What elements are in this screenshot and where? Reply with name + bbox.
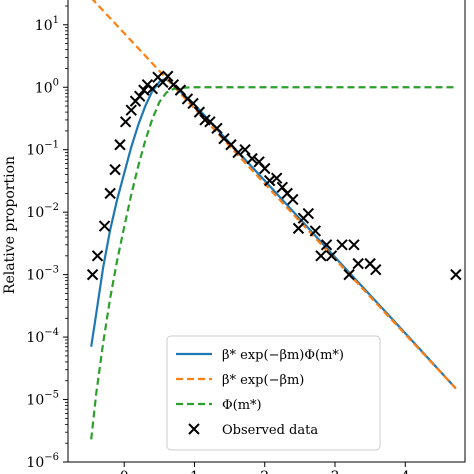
data-point (246, 152, 258, 165)
y-tick-label: 101 (35, 15, 59, 34)
y-tick-label: 10−2 (26, 202, 59, 221)
data-point (86, 268, 99, 281)
y-tick-label: 10−1 (26, 140, 59, 159)
data-point (450, 268, 462, 281)
data-point (315, 250, 327, 262)
data-point (125, 104, 137, 116)
data-point (259, 162, 271, 175)
data-point (114, 139, 126, 151)
data-point (309, 225, 322, 237)
legend-swatch (188, 423, 200, 435)
x-tick-label: 0 (120, 469, 129, 474)
y-axis-label: Relative proportion (2, 156, 18, 294)
data-point (292, 222, 305, 235)
x-axis-ticks: 0 1 2 3 4 (120, 462, 410, 474)
y-axis-ticks: 10−6 10−5 10−4 10−3 10−2 10−1 100 101 (26, 5, 68, 471)
data-point (287, 193, 299, 206)
data-point (270, 172, 283, 184)
data-point (187, 97, 199, 110)
data-point (211, 122, 223, 135)
plot-series (86, 0, 462, 440)
data-point (370, 263, 382, 276)
data-point (167, 78, 180, 91)
data-point (104, 187, 116, 200)
y-tick-label: 10−5 (26, 390, 59, 409)
data-point (146, 82, 159, 95)
x-tick-label: 3 (331, 469, 340, 474)
data-point (336, 239, 348, 251)
x-tick-label: 2 (260, 469, 269, 474)
data-point (325, 250, 338, 262)
legend-label: β* exp(−βm)Φ(m*) (222, 348, 344, 363)
data-point (174, 84, 187, 96)
x-tick-label: 4 (401, 469, 410, 474)
data-point (98, 220, 111, 232)
legend-label: Φ(m*) (222, 398, 262, 413)
series-line-2 (90, 86, 456, 440)
legend: β* exp(−βm)Φ(m*)β* exp(−βm)Φ(m*)Observed… (166, 335, 381, 451)
data-point (352, 257, 364, 270)
data-point (232, 146, 244, 159)
data-point (133, 90, 146, 102)
series-line-1 (91, 0, 457, 390)
legend-box (166, 335, 381, 451)
data-point (302, 207, 315, 220)
data-point (91, 250, 104, 262)
data-point (239, 144, 251, 156)
data-point (348, 239, 360, 251)
y-tick-label: 10−3 (26, 265, 59, 284)
y-tick-label: 10−6 (26, 452, 59, 471)
data-point (320, 239, 333, 251)
data-point (263, 174, 276, 187)
y-tick-label: 100 (35, 77, 59, 96)
data-point (109, 163, 121, 176)
data-point (193, 106, 206, 118)
plot-frame (67, 0, 466, 463)
legend-label: β* exp(−βm) (222, 373, 304, 388)
data-point (343, 268, 355, 281)
legend-label: Observed data (222, 423, 318, 438)
y-tick-label: 10−4 (26, 327, 59, 346)
data-point (162, 70, 174, 82)
x-tick-label: 1 (190, 469, 199, 474)
data-point (119, 116, 132, 128)
